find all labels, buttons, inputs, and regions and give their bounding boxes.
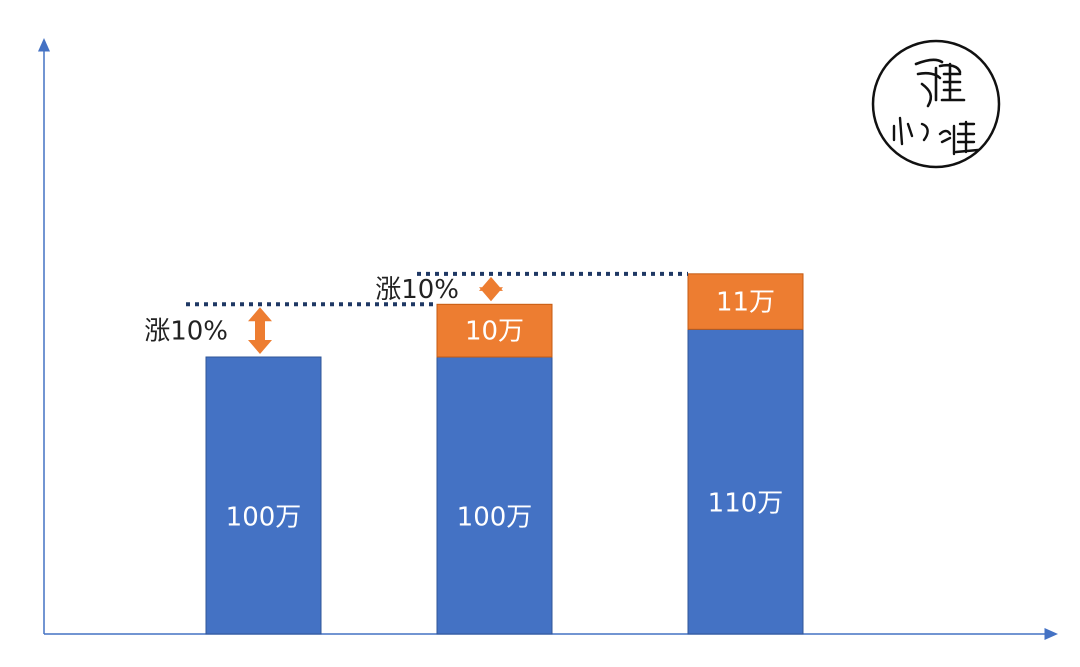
bar-base-0 <box>205 356 322 635</box>
bar-increment-2 <box>687 273 804 330</box>
double-arrow-icon-1 <box>479 276 503 302</box>
bar-base-label-0: 100万 <box>226 503 302 533</box>
bars-group: 100万 100万 10万 110万 11万 <box>205 273 804 635</box>
bar-base-label-2: 110万 <box>708 489 784 519</box>
bar-increment-1 <box>436 303 553 358</box>
double-arrow-icon-0 <box>248 307 272 354</box>
annotation-label-1: 涨10% <box>375 275 459 305</box>
annotations-group: 涨10% 涨10% <box>144 271 688 354</box>
bar-base-2 <box>687 328 804 635</box>
bar-base-label-1: 100万 <box>457 503 533 533</box>
bar-increment-label-2: 11万 <box>716 288 775 318</box>
bar-increment-label-1: 10万 <box>465 317 524 347</box>
bar-base-1 <box>436 356 553 635</box>
annotation-label-0: 涨10% <box>144 317 228 347</box>
seal-logo <box>871 39 1001 169</box>
